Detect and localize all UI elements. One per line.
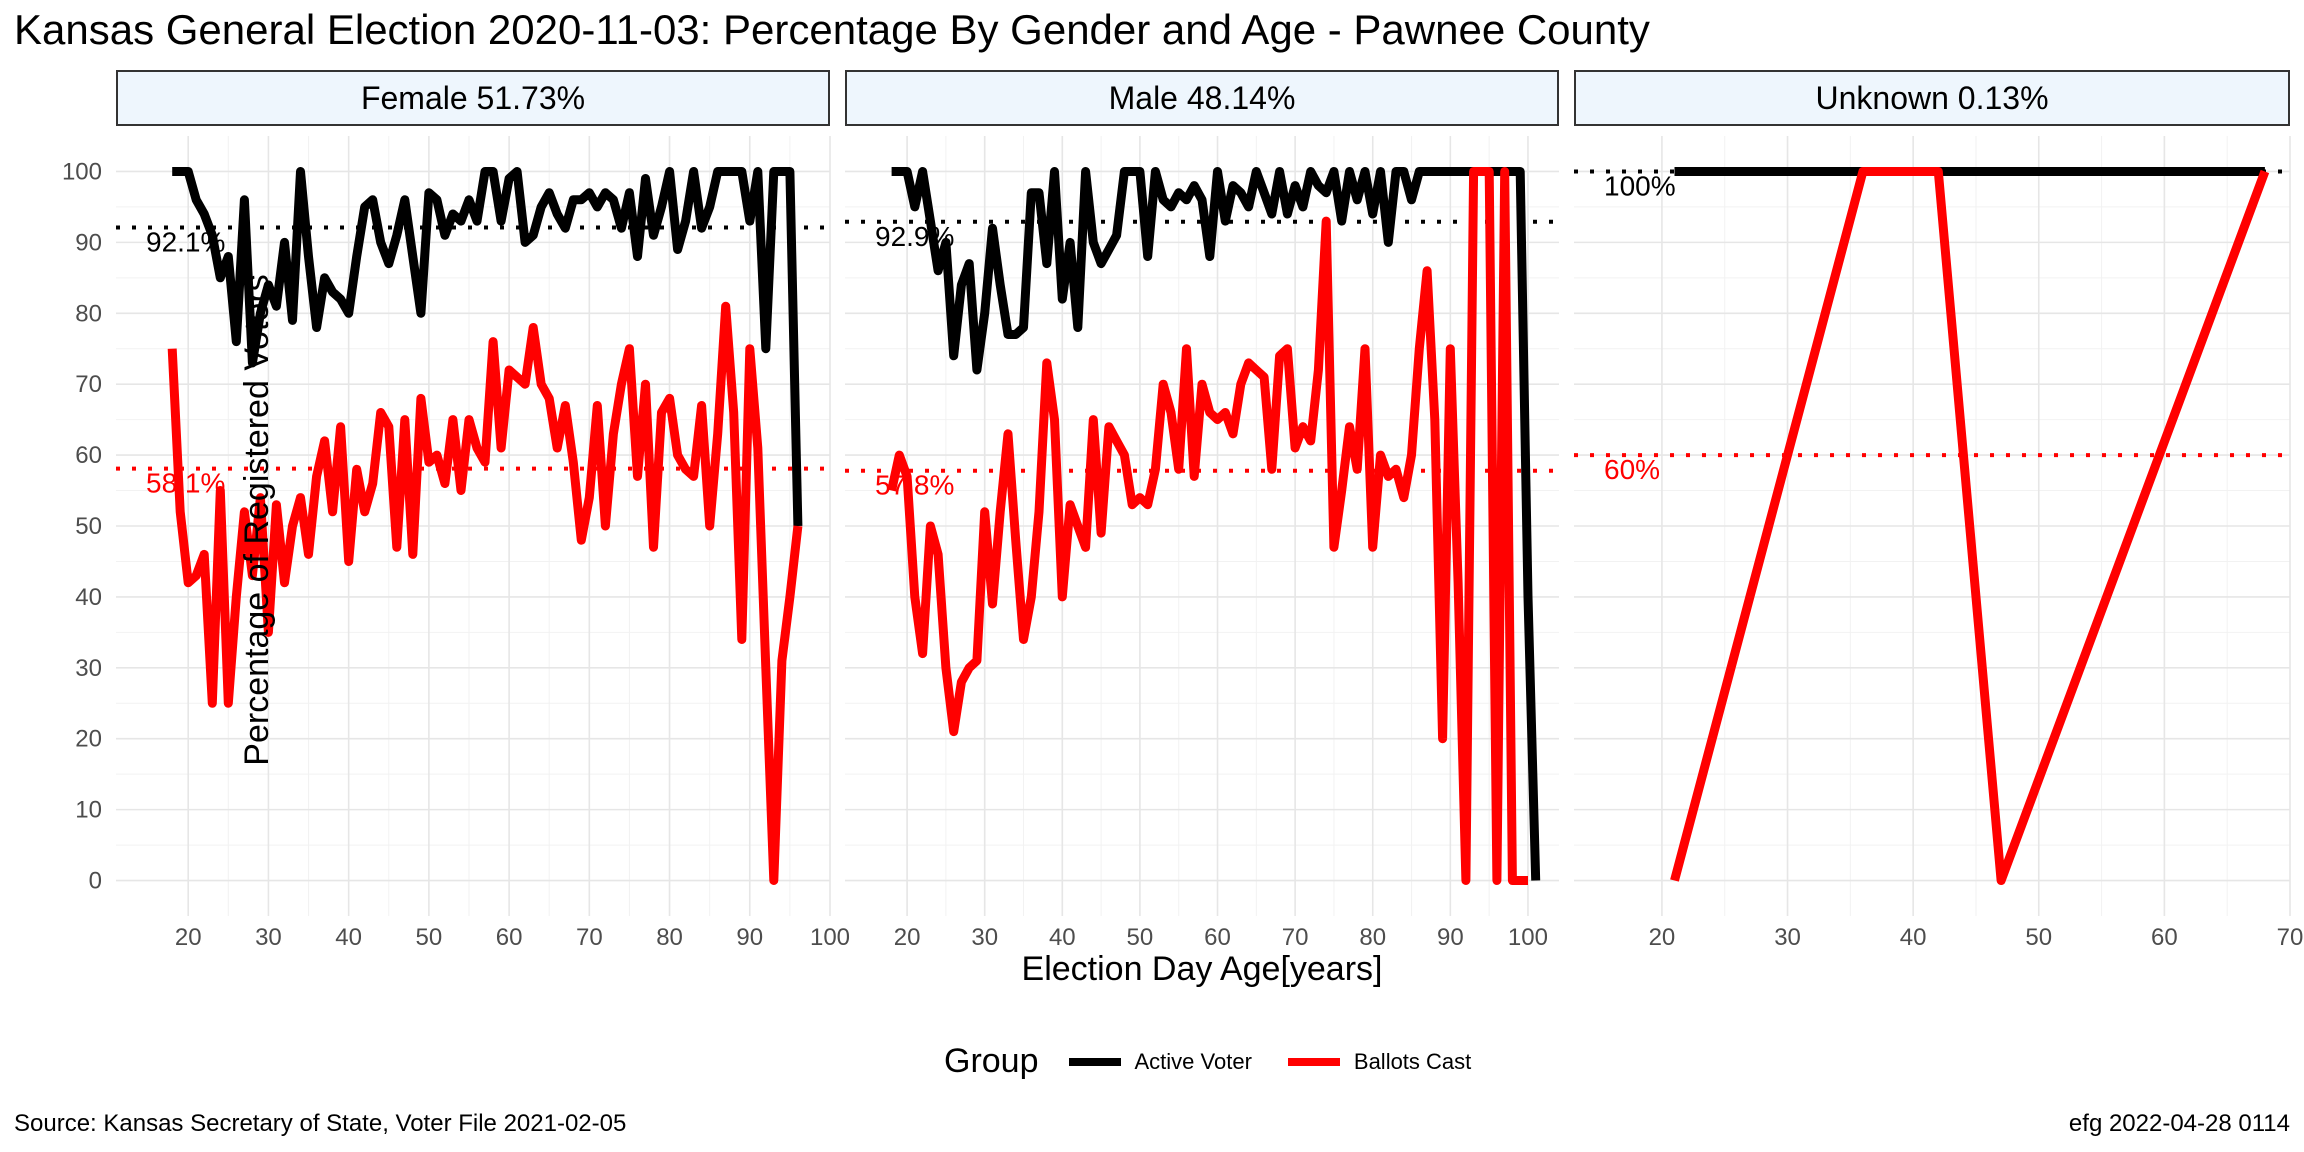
chart-title: Kansas General Election 2020-11-03: Perc… <box>14 6 1650 53</box>
y-tick-label: 80 <box>75 300 102 327</box>
legend: Group Active Voter Ballots Cast <box>944 1042 1493 1081</box>
y-axis-label: Percentage of Registered Voters <box>238 274 277 766</box>
y-tick-label: 40 <box>75 584 102 611</box>
x-tick-label: 50 <box>1127 924 1154 951</box>
y-tick-label: 30 <box>75 655 102 682</box>
x-tick-label: 60 <box>496 924 523 951</box>
x-tick-label: 50 <box>416 924 443 951</box>
reference-label-92-9: 92.9% <box>875 221 954 252</box>
strip-unknown-label: Unknown 0.13% <box>1815 79 2049 116</box>
strip-male-label: Male 48.14% <box>1108 79 1296 116</box>
reference-label-92-1: 92.1% <box>146 226 225 257</box>
x-tick-label: 20 <box>1649 924 1676 951</box>
x-tick-label: 30 <box>971 924 998 951</box>
x-tick-label: 20 <box>175 924 202 951</box>
x-tick-label: 70 <box>1282 924 1309 951</box>
x-tick-label: 60 <box>2151 924 2178 951</box>
x-tick-label: 90 <box>1437 924 1464 951</box>
reference-label-58-1: 58.1% <box>146 468 225 499</box>
x-tick-label: 40 <box>335 924 362 951</box>
y-tick-label: 50 <box>75 513 102 540</box>
strip-female-label: Female 51.73% <box>360 79 586 116</box>
x-tick-label: 70 <box>576 924 603 951</box>
reference-label-57-8: 57.8% <box>875 470 954 501</box>
y-tick-label: 60 <box>75 442 102 469</box>
x-tick-label: 30 <box>1774 924 1801 951</box>
series-line-ballots-cast <box>1670 167 2270 885</box>
y-tick-label: 90 <box>75 229 102 256</box>
x-tick-label: 60 <box>1204 924 1231 951</box>
reference-label-100: 100% <box>1604 170 1676 201</box>
legend-title: Group <box>944 1042 1039 1080</box>
legend-swatch-ballots-cast <box>1287 1057 1340 1066</box>
x-tick-label: 100 <box>810 924 850 951</box>
legend-item-ballots-cast: Ballots Cast <box>1287 1048 1472 1075</box>
x-tick-label: 40 <box>1900 924 1927 951</box>
y-tick-label: 70 <box>75 371 102 398</box>
series-line-ballots-cast <box>167 301 803 885</box>
legend-swatch-active-voter <box>1068 1057 1121 1066</box>
y-tick-label: 10 <box>75 797 102 824</box>
source-caption: Source: Kansas Secretary of State, Voter… <box>14 1110 627 1137</box>
strip-unknown: Unknown 0.13% <box>1574 70 2290 126</box>
x-tick-label: 90 <box>736 924 763 951</box>
series-line-ballots-cast <box>887 167 1528 885</box>
y-tick-label: 100 <box>62 158 102 185</box>
strip-male: Male 48.14% <box>845 70 1559 126</box>
x-tick-label: 30 <box>255 924 282 951</box>
y-tick-label: 20 <box>75 726 102 753</box>
x-tick-label: 80 <box>1359 924 1386 951</box>
x-tick-label: 20 <box>894 924 921 951</box>
legend-label-ballots-cast: Ballots Cast <box>1353 1048 1472 1074</box>
x-tick-label: 100 <box>1508 924 1548 951</box>
x-axis-label: Election Day Age[years] <box>1021 950 1383 988</box>
strip-female: Female 51.73% <box>116 70 830 126</box>
x-tick-label: 40 <box>1049 924 1076 951</box>
date-stamp: efg 2022-04-28 0114 <box>2068 1110 2290 1137</box>
series-line-active-voter <box>172 167 803 527</box>
legend-item-active-voter: Active Voter <box>1068 1048 1252 1075</box>
x-tick-label: 70 <box>2277 924 2304 951</box>
reference-label-60: 60% <box>1604 454 1660 485</box>
x-tick-label: 50 <box>2025 924 2052 951</box>
x-tick-label: 80 <box>656 924 683 951</box>
y-tick-label: 0 <box>89 868 102 895</box>
legend-label-active-voter: Active Voter <box>1134 1048 1252 1074</box>
series-line-active-voter <box>891 167 1541 881</box>
